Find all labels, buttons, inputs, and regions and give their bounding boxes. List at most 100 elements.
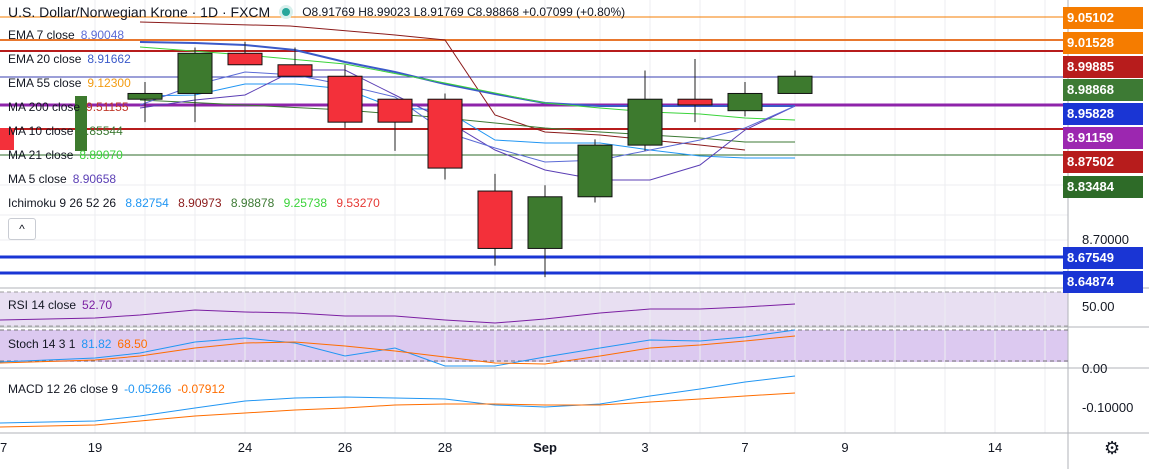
macd-line [0, 375, 796, 424]
x-tick-label: 9 [841, 440, 849, 455]
legend-value: 68.50 [117, 337, 148, 351]
legend-value: 8.91662 [87, 52, 131, 66]
legend-ema55[interactable]: EMA 55 close 9.12300 [8, 76, 131, 90]
legend-value: 8.90048 [80, 28, 125, 42]
candle-body[interactable] [327, 75, 363, 123]
legend-value: 81.82 [81, 337, 112, 351]
legend-value: 52.70 [82, 298, 113, 312]
legend-stoch[interactable]: Stoch 14 3 1 81.82 68.50 [8, 337, 147, 351]
legend-value: 8.90658 [72, 172, 117, 186]
price-label[interactable]: 8.87502 [1063, 151, 1143, 173]
legend-value: 8.89070 [79, 148, 123, 162]
legend-label: Ichimoku 9 26 52 26 [8, 196, 117, 210]
x-tick-label: 26 [337, 440, 353, 455]
candle-body[interactable] [477, 190, 513, 249]
legend-label: MA 21 close [8, 148, 74, 162]
candle-body[interactable] [577, 144, 613, 198]
legend-label: MA 10 close [8, 124, 74, 138]
price-label[interactable]: 8.67549 [1063, 247, 1143, 269]
candle-body[interactable] [527, 196, 563, 249]
stoch-axis-label: 0.00 [1082, 361, 1108, 376]
macd-signal-line [0, 392, 796, 428]
legend-label: EMA 55 close [8, 76, 82, 90]
ohlc-readout: O8.91769 H8.99023 L8.91769 C8.98868 +0.0… [302, 5, 626, 19]
legend-value: 8.98878 [230, 196, 275, 210]
x-tick-label: 28 [437, 440, 453, 455]
stoch-k-line [0, 329, 796, 367]
candle-body[interactable] [427, 98, 463, 169]
ma5-line [139, 69, 796, 181]
ichimoku-base-line [139, 99, 795, 143]
settings-gear-icon[interactable]: ⚙ [1104, 438, 1121, 458]
x-tick-label: 24 [237, 440, 253, 455]
legend-value: 8.82754 [125, 196, 169, 210]
legend-label: MACD 12 26 close 9 [8, 382, 119, 396]
price-label[interactable]: 8.91159 [1063, 127, 1143, 149]
legend-value: 9.12300 [87, 76, 131, 90]
x-tick-label: 14 [987, 440, 1003, 455]
legend-value: 9.25738 [283, 196, 328, 210]
candle-body[interactable] [377, 98, 413, 123]
legend-collapse-button[interactable]: ^ [8, 218, 36, 240]
legend-value: 8.90973 [178, 196, 222, 210]
legend-macd[interactable]: MACD 12 26 close 9 -0.05266 -0.07912 [8, 382, 225, 396]
ema20-line [139, 41, 795, 107]
legend-ma21[interactable]: MA 21 close 8.89070 [8, 148, 123, 162]
legend-rsi[interactable]: RSI 14 close 52.70 [8, 298, 112, 312]
candle-body[interactable] [177, 52, 213, 94]
price-label[interactable]: 9.01528 [1063, 32, 1143, 54]
macd-axis-label: -0.10000 [1082, 400, 1134, 415]
legend-value: 9.53270 [336, 196, 380, 210]
legend-ema20[interactable]: EMA 20 close 8.91662 [8, 52, 131, 66]
legend-ma10[interactable]: MA 10 close 8.85544 [8, 124, 123, 138]
candle-body[interactable] [677, 98, 713, 106]
legend-ichimoku[interactable]: Ichimoku 9 26 52 26 8.82754 8.90973 8.98… [8, 196, 380, 210]
legend-value: -0.07912 [177, 382, 225, 396]
ma200-line [139, 21, 746, 151]
legend-label: Stoch 14 3 1 [8, 337, 76, 351]
symbol-title[interactable]: U.S. Dollar/Norwegian Krone · 1D · FXCM [8, 4, 271, 20]
price-label[interactable]: 8.98868 [1063, 79, 1143, 101]
price-axis-label: 8.70000 [1082, 232, 1129, 247]
legend-value: 9.51155 [86, 100, 129, 114]
stoch-pane-band [0, 330, 1068, 362]
rsi-line [0, 303, 796, 324]
price-label[interactable]: 9.05102 [1063, 7, 1143, 29]
market-status-dot-icon [282, 8, 291, 16]
ichimoku-conv-line [139, 83, 795, 159]
x-tick-label: 3 [641, 440, 649, 455]
legend-label: EMA 7 close [8, 28, 75, 42]
legend-ma5[interactable]: MA 5 close 8.90658 [8, 172, 116, 186]
legend-value: -0.05266 [124, 382, 172, 396]
x-tick-label: Sep [533, 440, 557, 455]
legend-label: EMA 20 close [8, 52, 82, 66]
legend-label: MA 200 close [8, 100, 81, 114]
x-tick-label: 19 [87, 440, 103, 455]
candle-body[interactable] [777, 75, 813, 94]
legend-value: 8.85544 [79, 124, 123, 138]
candles-group[interactable] [127, 41, 813, 278]
rsi-pane-band [0, 292, 1068, 326]
candle-body[interactable] [127, 92, 163, 100]
x-tick-label: 7 [741, 440, 749, 455]
price-label[interactable]: 8.95828 [1063, 103, 1143, 125]
price-label[interactable]: 8.64874 [1063, 271, 1143, 293]
stoch-d-line [0, 335, 796, 365]
legend-label: RSI 14 close [8, 298, 77, 312]
candle-body[interactable] [727, 92, 763, 112]
symbol-header: U.S. Dollar/Norwegian Krone · 1D · FXCM … [8, 4, 625, 20]
x-tick-label: 17 [0, 440, 8, 455]
price-label[interactable]: 8.99885 [1063, 56, 1143, 78]
partial-candle [0, 128, 14, 150]
candle-body[interactable] [627, 98, 663, 146]
legend-ma200[interactable]: MA 200 close 9.51155 [8, 100, 129, 114]
partial-candle [75, 96, 87, 151]
legend-label: MA 5 close [8, 172, 67, 186]
candle-body[interactable] [277, 64, 313, 77]
price-label[interactable]: 8.83484 [1063, 176, 1143, 198]
ema7-line [139, 71, 796, 163]
legend-ema7[interactable]: EMA 7 close 8.90048 [8, 28, 124, 42]
rsi-axis-label: 50.00 [1082, 299, 1115, 314]
candle-body[interactable] [227, 52, 263, 66]
